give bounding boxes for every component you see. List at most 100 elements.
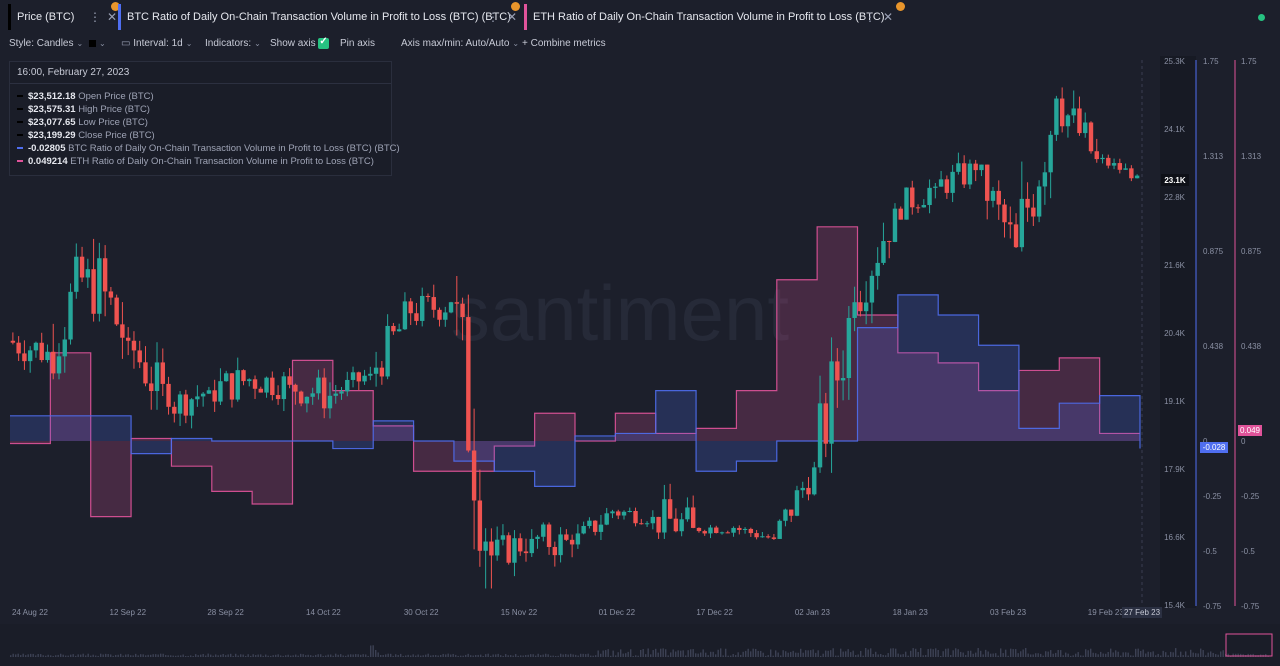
btc-tick-label: -0.5 (1203, 547, 1217, 556)
candle-body (546, 524, 552, 548)
more-icon[interactable]: ⋮ (89, 10, 101, 24)
volume-bar (1045, 651, 1047, 657)
series-marker (17, 147, 23, 150)
volume-bar (705, 652, 707, 657)
close-icon[interactable]: ✕ (107, 10, 118, 24)
volume-bar (892, 648, 894, 657)
volume-bar (502, 655, 504, 657)
more-icon[interactable]: ⋮ (487, 10, 499, 24)
volume-bar (245, 655, 247, 657)
volume-bar (1252, 653, 1254, 657)
candle-body (592, 520, 598, 532)
legend-label: High Price (BTC) (78, 104, 150, 115)
volume-bar (797, 652, 799, 657)
candle-body (235, 370, 240, 400)
candle-body (270, 377, 275, 396)
color-swatch[interactable]: ⌄ (89, 38, 106, 49)
candle-body (1111, 163, 1117, 166)
volume-bar (610, 655, 612, 657)
combine-metrics-label: + Combine metrics (522, 38, 606, 49)
volume-bar (977, 648, 979, 657)
volume-bar (20, 655, 22, 657)
candle-body (425, 295, 431, 298)
x-tick-label: 30 Oct 22 (404, 608, 439, 617)
more-icon[interactable]: ⋮ (864, 10, 876, 24)
volume-bar (77, 654, 79, 657)
candle-body (1048, 134, 1053, 173)
candle-body (1054, 98, 1059, 135)
volume-bar (162, 653, 164, 657)
volume-bar (720, 648, 722, 657)
volume-bar (947, 648, 949, 657)
volume-bar (207, 653, 209, 657)
checkbox-checked-icon[interactable] (318, 36, 330, 49)
volume-navigator[interactable] (0, 624, 1280, 666)
volume-bar (282, 655, 284, 657)
volume-bar (160, 653, 162, 657)
candle-body (68, 291, 73, 340)
interval-select[interactable]: ▭ Interval: 1d ⌄ (121, 38, 192, 49)
btc-tick-label: 1.75 (1203, 57, 1219, 66)
volume-bar (1157, 653, 1159, 657)
price-candles (10, 87, 1140, 589)
candle-body (345, 379, 350, 392)
show-axis-toggle[interactable]: Show axis (270, 36, 330, 49)
volume-bar (662, 648, 664, 657)
volume-bar (1012, 649, 1014, 657)
candle-body (714, 527, 719, 534)
volume-bar (365, 654, 367, 657)
candle-body (1002, 204, 1007, 223)
volume-bar (340, 654, 342, 657)
close-icon[interactable]: ✕ (883, 10, 894, 24)
tab-btc-ratio[interactable]: BTC Ratio of Daily On-Chain Transaction … (118, 2, 520, 30)
volume-bar (642, 649, 644, 657)
volume-bar (990, 653, 992, 657)
volume-bar (337, 654, 339, 657)
volume-bar (1065, 652, 1067, 657)
tab-price[interactable]: Price (BTC) ⋮ ✕ (8, 2, 120, 30)
combine-metrics-button[interactable]: + Combine metrics (522, 38, 606, 49)
volume-bar (332, 655, 334, 657)
volume-bar (527, 654, 529, 657)
volume-bar (927, 649, 929, 657)
volume-bar (197, 655, 199, 657)
volume-bar (317, 654, 319, 657)
price-tick-label: 21.6K (1164, 261, 1186, 270)
indicators-select[interactable]: Indicators: ⌄ (205, 38, 261, 49)
volume-bar (912, 648, 914, 657)
candle-body (685, 507, 690, 520)
volume-bar (940, 655, 942, 657)
style-select[interactable]: Style: Candles ⌄ (9, 38, 83, 49)
pin-axis-toggle[interactable]: Pin axis (340, 38, 375, 49)
legend-label: Open Price (BTC) (78, 91, 154, 102)
volume-bar (1152, 651, 1154, 657)
volume-bar (1037, 653, 1039, 657)
volume-bar (647, 648, 649, 657)
volume-bar (957, 649, 959, 657)
candle-body (206, 390, 212, 394)
volume-bar (677, 650, 679, 657)
close-icon[interactable]: ✕ (507, 10, 518, 24)
volume-bar (62, 654, 64, 657)
volume-bar (1175, 648, 1177, 657)
volume-bar (292, 655, 294, 657)
candle-body (1123, 168, 1128, 170)
volume-bar (12, 653, 14, 657)
x-current-label: 27 Feb 23 (1124, 608, 1161, 617)
volume-bar (225, 655, 227, 657)
candle-body (160, 362, 165, 384)
volume-bar (210, 654, 212, 657)
tab-eth-ratio[interactable]: ETH Ratio of Daily On-Chain Transaction … (524, 2, 905, 30)
volume-bar (85, 655, 87, 657)
online-status-icon (1258, 14, 1265, 21)
volume-bar (127, 654, 129, 657)
btc-tick-label: -0.75 (1203, 602, 1222, 611)
candle-body (541, 524, 546, 537)
candle-body (1008, 222, 1013, 225)
candle-body (333, 393, 338, 396)
x-tick-label: 15 Nov 22 (501, 608, 538, 617)
axis-maxmin-select[interactable]: Axis max/min: Auto/Auto ⌄ (401, 38, 519, 49)
volume-bar (855, 655, 857, 657)
volume-bar (295, 654, 297, 657)
